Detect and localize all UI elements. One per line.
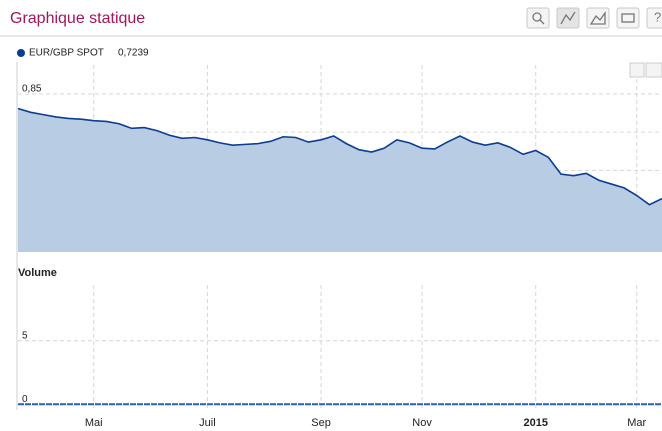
- legend-label: EUR/GBP SPOT: [29, 48, 104, 59]
- x-tick-label: Mai: [85, 417, 103, 429]
- x-tick-label: Sep: [311, 417, 331, 429]
- volume-title: Volume: [18, 267, 57, 279]
- price-line: [17, 107, 662, 206]
- edit-tools: [629, 62, 662, 78]
- help-button[interactable]: [646, 7, 662, 29]
- y-tick-label: 5: [22, 330, 28, 341]
- icon: [621, 13, 635, 23]
- icon: ?: [654, 9, 661, 24]
- x-tick-label: 2015: [523, 417, 547, 429]
- legend-marker: [17, 49, 25, 57]
- y-tick-label: 0: [22, 394, 28, 405]
- toolbar: ?: [526, 7, 662, 29]
- erase-button[interactable]: [645, 62, 662, 78]
- zoom-button[interactable]: [526, 7, 550, 29]
- legend-value: 0,7239: [118, 48, 149, 59]
- icon: [560, 11, 576, 25]
- print-button[interactable]: [616, 7, 640, 29]
- plot: Mai Juil Sep Nov 2015 Mar: [17, 107, 662, 429]
- page-title: Graphique statique: [10, 10, 145, 27]
- area-fill: [18, 108, 662, 252]
- x-tick-label: Mar: [627, 417, 646, 429]
- icon: [532, 12, 542, 22]
- y-tick-label: 0,85: [22, 84, 42, 95]
- x-tick-label: Nov: [412, 417, 432, 429]
- icon: [589, 10, 606, 25]
- icon: [539, 19, 545, 25]
- edit-button[interactable]: [629, 62, 645, 78]
- x-tick-label: Juil: [199, 417, 216, 429]
